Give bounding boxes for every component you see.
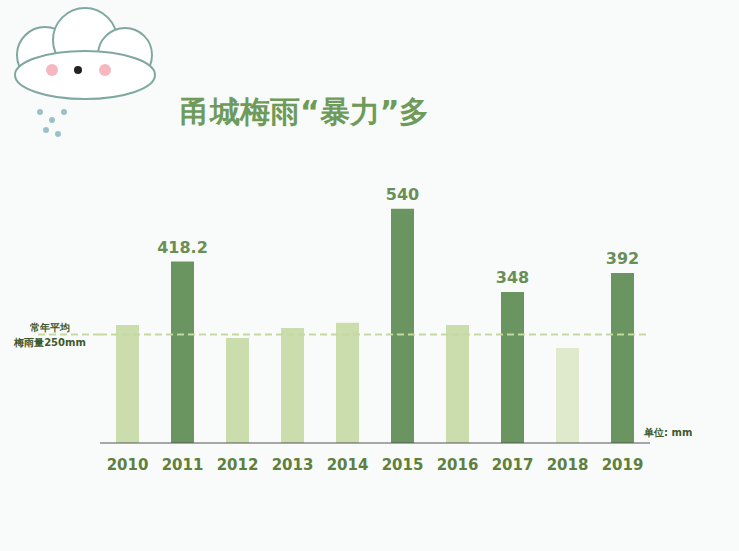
svg-text:2017: 2017 (492, 456, 534, 474)
svg-text:梅雨量250mm: 梅雨量250mm (13, 337, 86, 348)
svg-text:540: 540 (386, 185, 419, 204)
svg-text:2014: 2014 (327, 456, 369, 474)
svg-text:常年平均: 常年平均 (30, 322, 70, 333)
svg-text:418.2: 418.2 (157, 238, 208, 257)
svg-text:2010: 2010 (107, 456, 149, 474)
svg-text:2018: 2018 (547, 456, 589, 474)
svg-text:2019: 2019 (602, 456, 644, 474)
svg-text:2011: 2011 (162, 456, 204, 474)
svg-text:2016: 2016 (437, 456, 479, 474)
html-text:单位: mm: 单位: mm (644, 427, 693, 438)
svg-text:2013: 2013 (272, 456, 314, 474)
svg-text:2015: 2015 (382, 456, 424, 474)
svg-text:392: 392 (606, 249, 639, 268)
html-text:甬城梅雨“暴力”多: 甬城梅雨“暴力”多 (180, 94, 430, 129)
svg-text:348: 348 (496, 268, 529, 287)
svg-text:2012: 2012 (217, 456, 259, 474)
